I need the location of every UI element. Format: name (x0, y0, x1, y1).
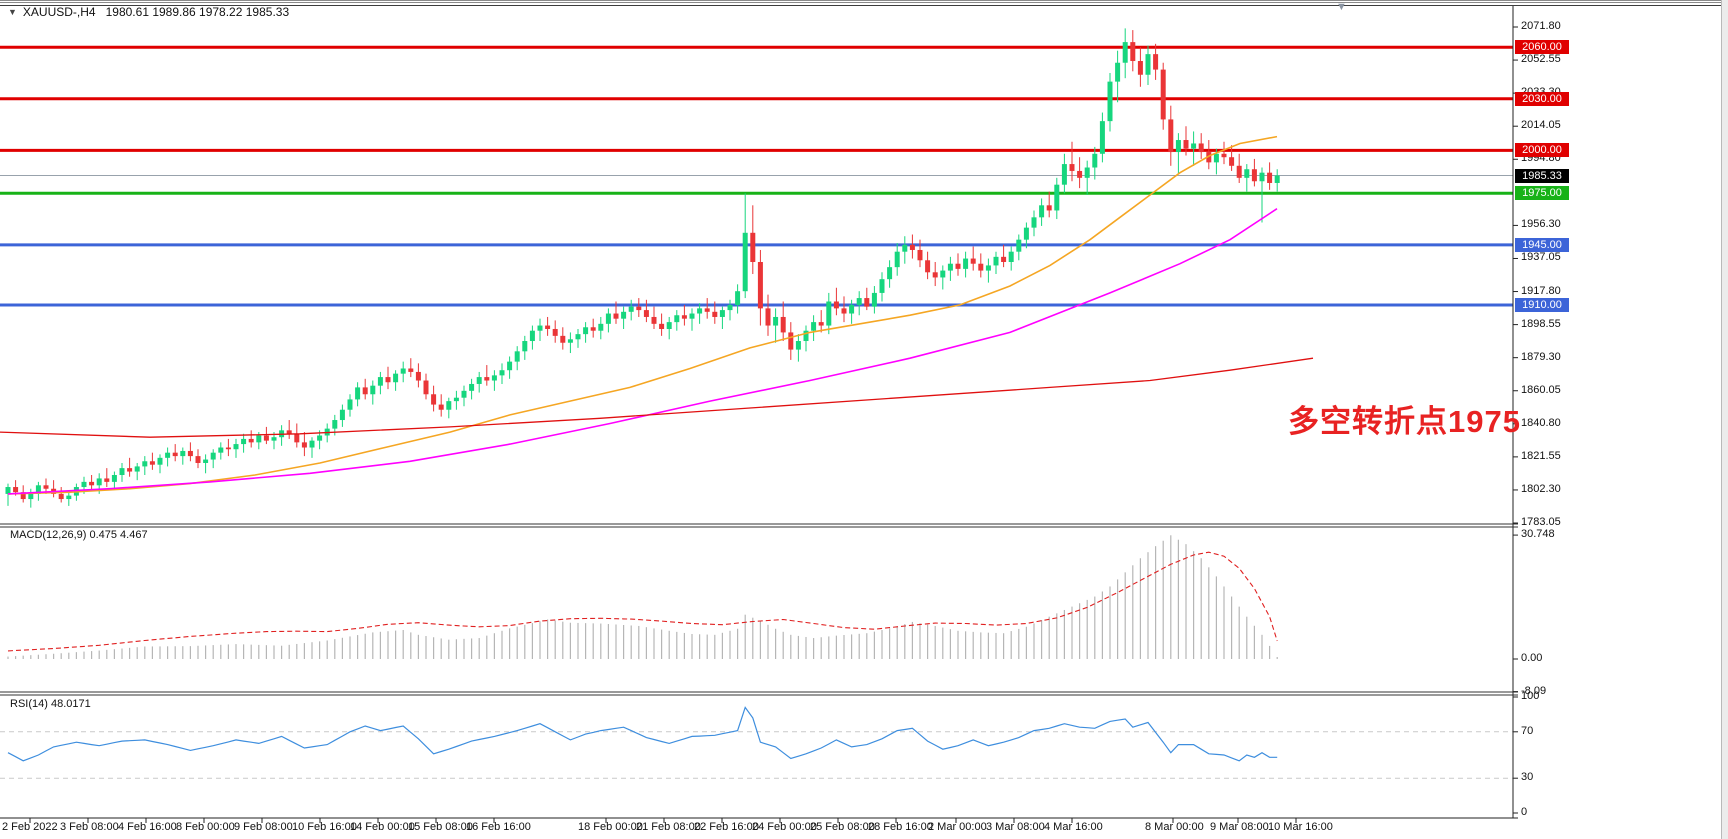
price-badge-1985.33: 1985.33 (1515, 168, 1569, 183)
price-tick-label: 1840.80 (1521, 416, 1561, 429)
date-label: 24 Feb 00:00 (752, 821, 817, 833)
price-badge-2000.00: 2000.00 (1515, 143, 1569, 158)
date-label: 4 Feb 16:00 (118, 821, 177, 833)
rsi-tick-label: 0 (1521, 806, 1528, 818)
trendline-red[interactable] (0, 357, 1314, 438)
symbol-timeframe-label: XAUUSD-,H4 (22, 5, 96, 19)
date-label: 2 Feb 2022 (2, 821, 58, 833)
rsi-tick-label: 100 (1521, 690, 1540, 702)
date-label: 8 Mar 00:00 (1145, 821, 1204, 833)
chart-text-annotation[interactable]: 多空转折点1975 (1288, 404, 1521, 439)
price-tick-label: 2071.80 (1521, 20, 1561, 32)
ohlc-quote-label: 1980.61 1989.86 1978.22 1985.33 (105, 5, 290, 19)
chart-frame-top-border (0, 5, 1728, 6)
date-label: 28 Feb 16:00 (868, 821, 933, 833)
price-badge-1945.00: 1945.00 (1515, 237, 1569, 252)
price-badge-1910.00: 1910.00 (1515, 297, 1569, 312)
price-tick-label: 2052.55 (1521, 53, 1561, 66)
date-label: 2 Mar 00:00 (928, 821, 987, 833)
price-tick-label: 1898.55 (1521, 317, 1561, 330)
price-tick-label: 1821.55 (1521, 449, 1561, 462)
date-label: 3 Mar 08:00 (986, 821, 1045, 833)
scroll-to-end-marker-icon[interactable]: ▼ (1336, 1, 1347, 13)
macd-panel (7, 535, 1278, 659)
ma-slow-magenta[interactable] (7, 208, 1278, 495)
candlestick-series (5, 28, 1280, 508)
price-tick-label: 1917.80 (1521, 284, 1561, 297)
price-tick-label: 2014.05 (1521, 119, 1561, 132)
macd-tick-label: -8.09 (1521, 684, 1547, 697)
date-label: 14 Feb 00:00 (350, 821, 415, 833)
horizontal-price-lines[interactable] (0, 45, 1513, 307)
date-label: 9 Feb 08:00 (234, 821, 293, 833)
rsi-tick-label: 30 (1521, 771, 1534, 784)
price-badge-2030.00: 2030.00 (1515, 91, 1569, 106)
price-tick-label: 1879.30 (1521, 350, 1561, 363)
date-label: 16 Feb 16:00 (466, 821, 531, 833)
price-tick-label: 1956.30 (1521, 218, 1561, 231)
price-tick-label: 1783.05 (1521, 516, 1561, 528)
date-label: 15 Feb 08:00 (408, 821, 473, 833)
date-label: 8 Feb 00:00 (176, 821, 235, 833)
rsi-line (7, 706, 1278, 762)
macd-indicator-label: MACD(12,26,9) 0.475 4.467 (10, 529, 148, 541)
macd-tick-label: 30.748 (1521, 528, 1555, 541)
window-top-edge (0, 0, 1728, 1)
rsi-indicator-label: RSI(14) 48.0171 (10, 698, 91, 710)
rsi-tick-label: 70 (1521, 724, 1534, 737)
panel-borders (0, 6, 1518, 823)
date-label: 10 Mar 16:00 (1268, 821, 1333, 833)
macd-signal-line (7, 551, 1278, 652)
date-label: 25 Feb 08:00 (810, 821, 875, 833)
chart-header: ▼ XAUUSD-,H4 1980.61 1989.86 1978.22 1985.… (8, 5, 289, 19)
date-label: 22 Feb 16:00 (694, 821, 759, 833)
price-tick-label: 1802.30 (1521, 482, 1561, 495)
date-label: 10 Feb 16:00 (292, 821, 357, 833)
window-top-edge-2 (0, 2, 1728, 3)
date-label: 21 Feb 08:00 (636, 821, 701, 833)
window-right-strip (1721, 0, 1728, 839)
symbol-dropdown-icon[interactable]: ▼ (8, 7, 17, 17)
price-tick-label: 1860.05 (1521, 383, 1561, 396)
date-label: 3 Feb 08:00 (60, 821, 119, 833)
price-tick-label: 1937.05 (1521, 251, 1561, 264)
rsi-panel (0, 706, 1513, 779)
price-badge-1975.00: 1975.00 (1515, 186, 1569, 201)
date-label: 18 Feb 00:00 (578, 821, 643, 833)
ma-fast-orange[interactable] (7, 135, 1278, 495)
date-label: 9 Mar 08:00 (1210, 821, 1269, 833)
price-badge-2060.00: 2060.00 (1515, 40, 1569, 55)
macd-tick-label: 0.00 (1521, 652, 1543, 664)
date-label: 4 Mar 16:00 (1044, 821, 1103, 833)
